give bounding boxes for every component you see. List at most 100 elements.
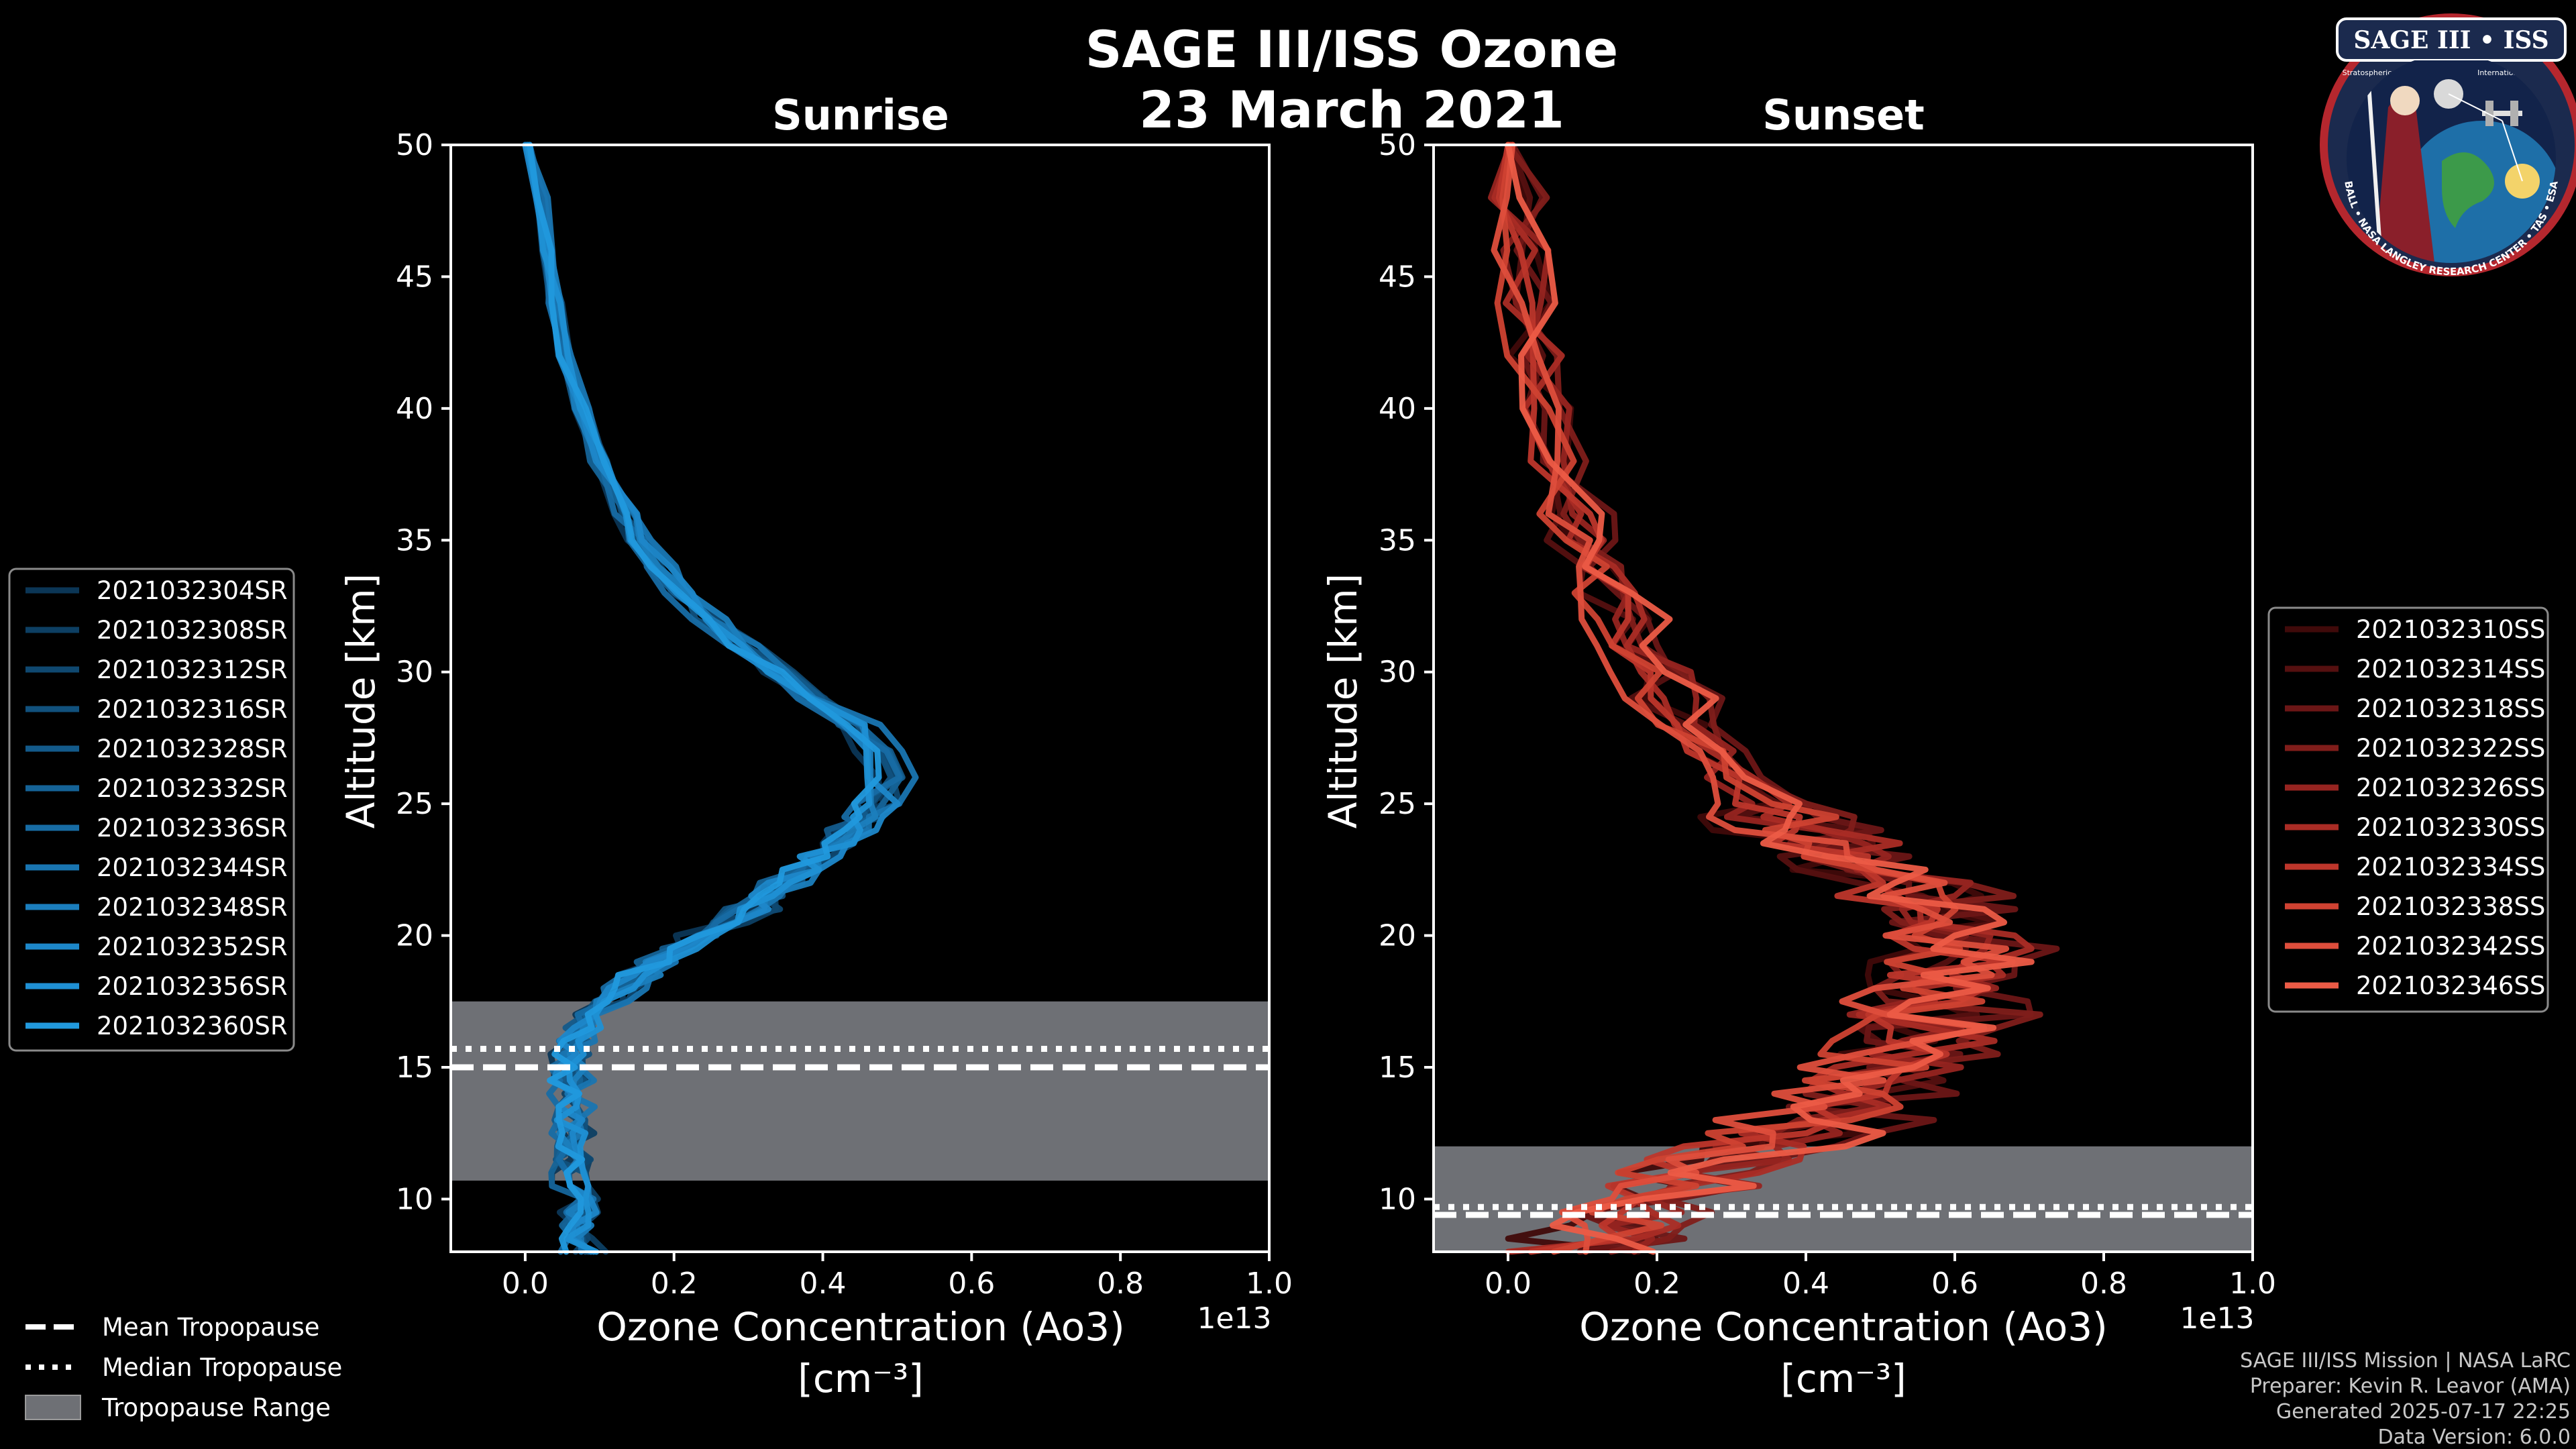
sunrise-legend-items: 2021032304SR 2021032308SR 2021032312SR 2021… [25, 576, 288, 1040]
sunrise-x-scale-label: 1e13 [1197, 1301, 1271, 1336]
sunrise-legend-label: 2021032312SR [97, 655, 288, 684]
sunrise-legend-label: 2021032332SR [97, 774, 288, 803]
sunrise-legend: 2021032304SR 2021032308SR 2021032312SR 2021… [8, 568, 295, 1052]
sunrise-x-tick-label: 0.8 [1097, 1267, 1144, 1301]
sunset-legend-label: 2021032326SS [2356, 773, 2545, 802]
sunset-legend: 2021032310SS 2021032314SS 2021032318SS 2021… [2267, 606, 2549, 1013]
sunset-x-tick-label: 0.6 [1931, 1267, 1978, 1301]
sunrise-panel: Sunrise 0.0 0.2 0.4 0.6 0.8 1.0 10 15 20 25 30 35 4… [338, 91, 1293, 1401]
sunrise-panel-title: Sunrise [772, 91, 949, 140]
sunrise-y-tick-label: 50 [396, 128, 433, 162]
sunrise-legend-label: 2021032352SR [97, 932, 288, 961]
sage-iii-iss-logo: SAGE III • ISS Stratospheric Aerosol and… [2320, 13, 2576, 278]
sunset-legend-label: 2021032314SS [2356, 655, 2545, 684]
sunset-x-axis-label: Ozone Concentration (Ao3) [1579, 1304, 2108, 1350]
sunset-x-scale-label: 1e13 [2180, 1301, 2254, 1336]
sunrise-y-tick-label: 25 [396, 787, 433, 821]
sunrise-y-tick-label: 45 [396, 260, 433, 294]
sunrise-y-tick-label: 20 [396, 919, 433, 953]
sunset-x-axis-units: [cm⁻³] [1780, 1356, 1907, 1401]
sunset-legend-label: 2021032310SS [2356, 615, 2545, 644]
sunrise-y-tick-label: 15 [396, 1051, 433, 1085]
sunrise-axes-frame [449, 144, 1271, 1253]
sunset-profile-2021032346SS [1505, 142, 2035, 1255]
tropopause-range-label: Tropopause Range [101, 1393, 331, 1422]
tropopause-range-swatch [25, 1395, 81, 1420]
mean-tropopause-label: Mean Tropopause [102, 1313, 320, 1342]
sunset-x-tick-label: 0.2 [1633, 1267, 1680, 1301]
sunset-legend-label: 2021032318SS [2356, 694, 2545, 723]
sunset-profile-2021032342SS [1491, 142, 2010, 1255]
sunrise-legend-box [8, 568, 295, 1052]
sunset-y-axis-label: Altitude [km] [1320, 574, 1366, 828]
sunset-y-ticks: 10 15 20 25 30 35 40 45 50 [1379, 128, 1434, 1216]
sunset-profile-2021032338SS [1494, 142, 1986, 1255]
sunset-x-ticks: 0.0 0.2 0.4 0.6 0.8 1.0 [1485, 1252, 2276, 1301]
sunrise-legend-label: 2021032304SR [97, 576, 288, 605]
sunrise-legend-label: 2021032348SR [97, 893, 288, 922]
figure-title-line2: 23 March 2021 [1139, 80, 1564, 140]
sunset-y-tick-label: 45 [1379, 260, 1416, 294]
sunset-y-tick-label: 40 [1379, 392, 1416, 426]
sunset-profiles [1488, 142, 2060, 1255]
footer-mission: SAGE III/ISS Mission | NASA LaRC [2240, 1349, 2571, 1373]
sunset-legend-items: 2021032310SS 2021032314SS 2021032318SS 2021… [2285, 615, 2545, 1000]
sunset-y-tick-label: 15 [1379, 1051, 1416, 1085]
sunrise-profile-2021032360SR [527, 142, 882, 1255]
sunset-legend-label: 2021032338SS [2356, 892, 2545, 921]
sunrise-y-tick-label: 35 [396, 523, 433, 557]
sunrise-x-axis-label: Ozone Concentration (Ao3) [596, 1304, 1125, 1350]
sunrise-legend-label: 2021032308SR [97, 616, 288, 645]
sunrise-legend-label: 2021032360SR [97, 1012, 288, 1040]
median-tropopause-label: Median Tropopause [102, 1353, 342, 1382]
sunset-x-tick-label: 0.0 [1485, 1267, 1532, 1301]
sunset-y-tick-label: 35 [1379, 523, 1416, 557]
sunrise-x-tick-label: 0.4 [800, 1267, 847, 1301]
sunset-y-tick-label: 30 [1379, 655, 1416, 690]
sunrise-legend-label: 2021032336SR [97, 814, 288, 843]
figure-title-line1: SAGE III/ISS Ozone [1085, 19, 1618, 79]
sunset-panel: Sunset 0.0 0.2 0.4 0.6 0.8 1.0 10 15 20 25 30 35 40… [1320, 91, 2276, 1401]
footer-generated: Generated 2025-07-17 22:25 [2276, 1400, 2571, 1424]
sunset-y-tick-label: 50 [1379, 128, 1416, 162]
sunset-legend-label: 2021032322SS [2356, 734, 2545, 763]
logo-figure-head [2390, 86, 2420, 115]
sunset-y-tick-label: 20 [1379, 919, 1416, 953]
sunrise-y-ticks: 10 15 20 25 30 35 40 45 50 [396, 128, 451, 1216]
sunset-panel-title: Sunset [1762, 91, 1925, 140]
sunset-y-tick-label: 25 [1379, 787, 1416, 821]
footer-data-version: Data Version: 6.0.0 [2378, 1426, 2571, 1449]
sunrise-profiles [522, 142, 919, 1255]
logo-title: SAGE III • ISS [2353, 26, 2548, 54]
sunset-x-tick-label: 0.8 [2080, 1267, 2127, 1301]
sunrise-legend-label: 2021032356SR [97, 972, 288, 1001]
sunrise-y-tick-label: 40 [396, 392, 433, 426]
sunset-legend-label: 2021032346SS [2356, 971, 2545, 1000]
sunrise-x-tick-label: 0.2 [651, 1267, 698, 1301]
sunrise-legend-label: 2021032344SR [97, 853, 288, 882]
sunrise-legend-label: 2021032328SR [97, 735, 288, 763]
sunrise-y-tick-label: 10 [396, 1182, 433, 1216]
tropopause-legend: Mean Tropopause Median Tropopause Tropop… [25, 1313, 342, 1422]
sunset-y-tick-label: 10 [1379, 1182, 1416, 1216]
sunset-legend-label: 2021032330SS [2356, 813, 2545, 842]
sunset-x-tick-label: 0.4 [1782, 1267, 1829, 1301]
footer-credits: SAGE III/ISS Mission | NASA LaRC Prepare… [2240, 1349, 2571, 1449]
logo-figure-robe [2375, 95, 2435, 263]
sunset-axes-frame [1432, 144, 2254, 1253]
sunset-tropopause-range [1434, 1146, 2253, 1252]
sunrise-x-tick-label: 0.0 [502, 1267, 549, 1301]
sunrise-legend-label: 2021032316SR [97, 695, 288, 724]
sunrise-x-ticks: 0.0 0.2 0.4 0.6 0.8 1.0 [502, 1252, 1293, 1301]
logo-iss-icon [2482, 101, 2522, 126]
sunrise-profile-2021032352SR [522, 142, 901, 1255]
sunrise-y-axis-label: Altitude [km] [338, 574, 384, 828]
sunrise-x-tick-label: 1.0 [1246, 1267, 1293, 1301]
sunrise-y-tick-label: 30 [396, 655, 433, 690]
sunset-x-tick-label: 1.0 [2229, 1267, 2276, 1301]
sunrise-x-tick-label: 0.6 [948, 1267, 995, 1301]
sunset-legend-label: 2021032342SS [2356, 932, 2545, 961]
sunrise-x-axis-units: [cm⁻³] [798, 1356, 924, 1401]
sunset-legend-label: 2021032334SS [2356, 853, 2545, 881]
